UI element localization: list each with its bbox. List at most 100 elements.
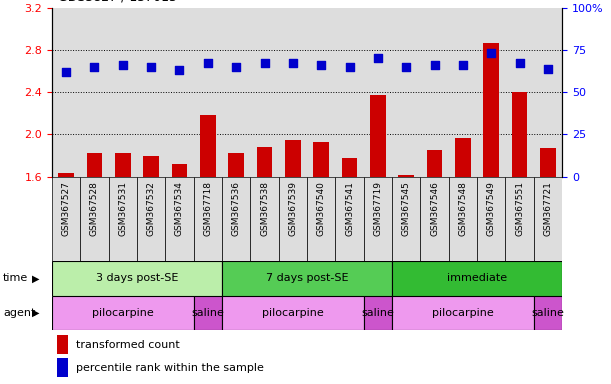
Bar [307, 177, 335, 261]
Bar [364, 8, 392, 177]
Point [345, 64, 354, 70]
Point [458, 62, 468, 68]
Bar [57, 335, 68, 354]
Text: 7 days post-SE: 7 days post-SE [266, 273, 348, 283]
Bar [52, 177, 80, 261]
Bar [455, 137, 470, 177]
Bar [364, 177, 392, 261]
Bar [448, 8, 477, 177]
Bar [222, 177, 251, 261]
Text: ▶: ▶ [32, 273, 40, 283]
Point [260, 60, 269, 66]
Bar [172, 164, 188, 177]
Bar [57, 358, 68, 377]
Bar [342, 157, 357, 177]
Bar [398, 174, 414, 177]
Text: time: time [3, 273, 28, 283]
Text: GSM367721: GSM367721 [543, 181, 552, 236]
Point [373, 55, 382, 61]
Text: saline: saline [532, 308, 565, 318]
Bar [364, 296, 392, 330]
Bar [87, 153, 102, 177]
Bar [420, 8, 448, 177]
Bar [257, 147, 273, 177]
Point [175, 67, 185, 73]
Text: GSM367527: GSM367527 [62, 181, 71, 236]
Bar [477, 177, 505, 261]
Bar [200, 115, 216, 177]
Bar [335, 8, 364, 177]
Bar [52, 8, 80, 177]
Bar [222, 8, 251, 177]
Bar [534, 8, 562, 177]
Bar [285, 140, 301, 177]
Bar [166, 177, 194, 261]
Bar [109, 8, 137, 177]
Bar [392, 177, 420, 261]
Bar [194, 296, 222, 330]
Bar [426, 150, 442, 177]
Text: GSM367718: GSM367718 [203, 181, 213, 236]
Bar [52, 296, 194, 330]
Bar [166, 8, 194, 177]
Text: ▶: ▶ [32, 308, 40, 318]
Bar [109, 177, 137, 261]
Text: GSM367528: GSM367528 [90, 181, 99, 236]
Bar [534, 177, 562, 261]
Bar [420, 177, 448, 261]
Text: GSM367549: GSM367549 [487, 181, 496, 236]
Bar [80, 177, 109, 261]
Bar [251, 8, 279, 177]
Bar [58, 174, 74, 177]
Point [316, 62, 326, 68]
Point [118, 62, 128, 68]
Point [232, 64, 241, 70]
Point [430, 62, 439, 68]
Bar [370, 95, 386, 177]
Bar [392, 8, 420, 177]
Bar [279, 8, 307, 177]
Text: GSM367532: GSM367532 [147, 181, 156, 236]
Bar [229, 153, 244, 177]
Point [543, 65, 553, 71]
Point [486, 50, 496, 56]
Bar [534, 296, 562, 330]
Text: GSM367545: GSM367545 [401, 181, 411, 236]
Text: GSM367539: GSM367539 [288, 181, 298, 236]
Text: GSM367538: GSM367538 [260, 181, 269, 236]
Bar [144, 156, 159, 177]
Text: GSM367551: GSM367551 [515, 181, 524, 236]
Bar [115, 153, 131, 177]
Bar [505, 8, 534, 177]
Text: agent: agent [3, 308, 35, 318]
Text: pilocarpine: pilocarpine [432, 308, 494, 318]
Text: GSM367719: GSM367719 [373, 181, 382, 236]
Bar [279, 177, 307, 261]
Text: transformed count: transformed count [76, 340, 180, 350]
Point [514, 60, 524, 66]
Point [288, 60, 298, 66]
Bar [540, 148, 556, 177]
Text: GSM367540: GSM367540 [316, 181, 326, 236]
Text: GDS3827 / 137013: GDS3827 / 137013 [58, 0, 177, 4]
Point [90, 64, 100, 70]
Bar [194, 177, 222, 261]
Bar [307, 8, 335, 177]
Point [203, 60, 213, 66]
Bar [222, 261, 392, 296]
Text: 3 days post-SE: 3 days post-SE [96, 273, 178, 283]
Text: GSM367548: GSM367548 [458, 181, 467, 236]
Text: GSM367534: GSM367534 [175, 181, 184, 236]
Bar [512, 92, 527, 177]
Bar [483, 43, 499, 177]
Text: percentile rank within the sample: percentile rank within the sample [76, 362, 264, 373]
Text: GSM367541: GSM367541 [345, 181, 354, 236]
Bar [505, 177, 534, 261]
Text: GSM367546: GSM367546 [430, 181, 439, 236]
Bar [137, 8, 166, 177]
Bar [194, 8, 222, 177]
Point [401, 64, 411, 70]
Bar [392, 261, 562, 296]
Bar [251, 177, 279, 261]
Text: pilocarpine: pilocarpine [262, 308, 324, 318]
